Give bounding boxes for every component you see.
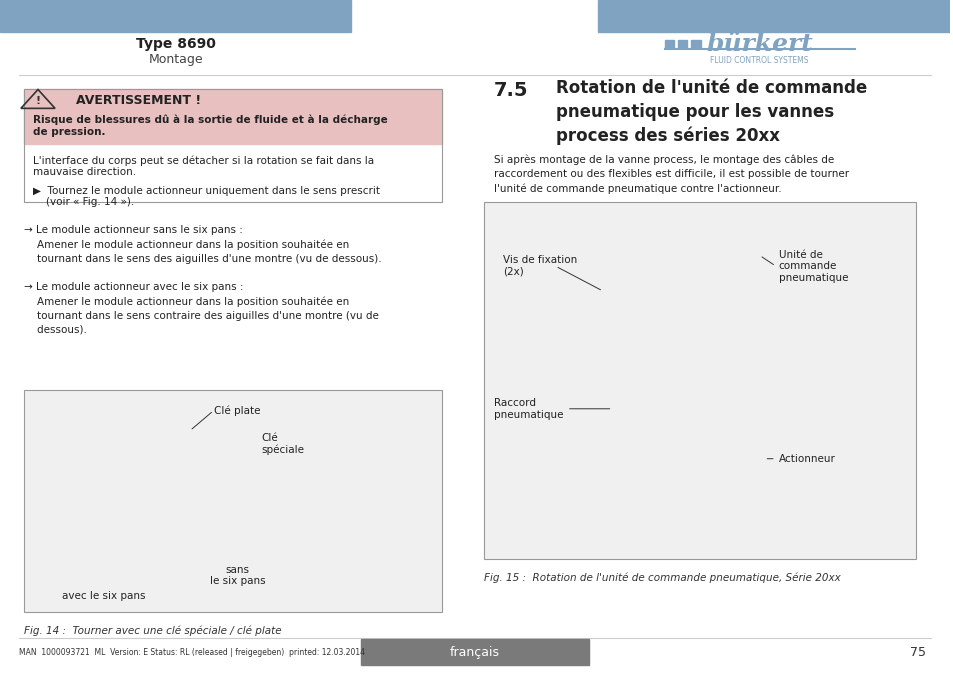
Bar xyxy=(24,89,441,202)
Text: Risque de blessures dû à la sortie de fluide et à la décharge
de pression.: Risque de blessures dû à la sortie de fl… xyxy=(33,115,388,137)
Text: Rotation de l'unité de commande
pneumatique pour les vannes
process des séries 2: Rotation de l'unité de commande pneumati… xyxy=(555,79,866,145)
Text: → Le module actionneur sans le six pans :
    Amener le module actionneur dans l: → Le module actionneur sans le six pans … xyxy=(24,225,381,335)
Text: Vis de fixation
(2x): Vis de fixation (2x) xyxy=(503,255,577,277)
Text: avec le six pans: avec le six pans xyxy=(62,591,145,600)
Bar xyxy=(678,40,687,48)
Bar xyxy=(24,390,441,612)
Text: bürkert: bürkert xyxy=(705,32,812,56)
Bar xyxy=(24,89,441,114)
Text: Fig. 15 :  Rotation de l'unité de commande pneumatique, Série 20xx: Fig. 15 : Rotation de l'unité de command… xyxy=(484,572,841,583)
Bar xyxy=(360,639,588,665)
Text: FLUID CONTROL SYSTEMS: FLUID CONTROL SYSTEMS xyxy=(710,56,808,65)
Text: Montage: Montage xyxy=(149,52,203,66)
Bar xyxy=(24,114,441,144)
Text: MAN  1000093721  ML  Version: E Status: RL (released | freigegeben)  printed: 12: MAN 1000093721 ML Version: E Status: RL … xyxy=(19,647,365,657)
Text: L'interface du corps peut se détacher si la rotation se fait dans la
mauvaise di: L'interface du corps peut se détacher si… xyxy=(33,155,374,177)
Bar xyxy=(664,40,674,48)
Bar xyxy=(484,202,916,559)
Text: Clé plate: Clé plate xyxy=(213,405,260,416)
Text: Unité de
commande
pneumatique: Unité de commande pneumatique xyxy=(778,250,847,283)
Bar xyxy=(598,0,948,32)
Text: 75: 75 xyxy=(909,645,924,659)
Text: AVERTISSEMENT !: AVERTISSEMENT ! xyxy=(76,94,201,108)
Bar xyxy=(691,40,700,48)
Text: Clé
spéciale: Clé spéciale xyxy=(261,433,304,455)
Text: sans
le six pans: sans le six pans xyxy=(210,565,265,586)
Bar xyxy=(0,0,351,32)
Text: ▶  Tournez le module actionneur uniquement dans le sens prescrit
    (voir « Fig: ▶ Tournez le module actionneur uniquemen… xyxy=(33,186,380,207)
Text: français: français xyxy=(449,645,499,659)
Text: !: ! xyxy=(35,96,41,106)
Text: Si après montage de la vanne process, le montage des câbles de
raccordement ou d: Si après montage de la vanne process, le… xyxy=(494,155,848,194)
Text: Raccord
pneumatique: Raccord pneumatique xyxy=(494,398,562,419)
Text: Actionneur: Actionneur xyxy=(778,454,835,464)
Text: 7.5: 7.5 xyxy=(494,81,528,100)
Text: Fig. 14 :  Tourner avec une clé spéciale / clé plate: Fig. 14 : Tourner avec une clé spéciale … xyxy=(24,626,281,637)
Text: Type 8690: Type 8690 xyxy=(135,37,215,50)
